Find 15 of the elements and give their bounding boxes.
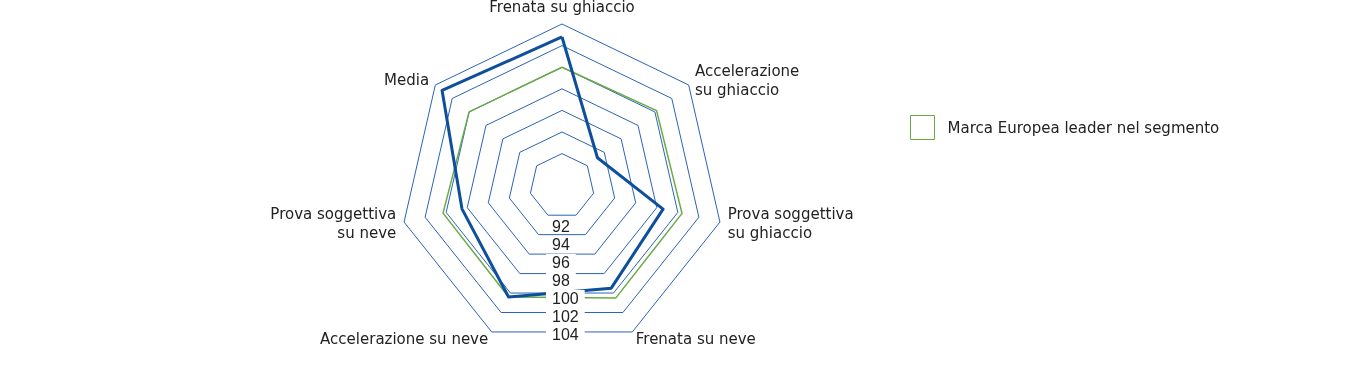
y-tick-label: 92 — [552, 217, 570, 235]
y-tick-label: 94 — [552, 235, 570, 253]
legend-label: Marca Europea leader nel segmento — [947, 118, 1220, 137]
spoke-label: Prova soggettiva su ghiaccio — [727, 205, 854, 243]
spoke-label: Media — [384, 71, 430, 90]
y-tick-label: 100 — [552, 289, 579, 307]
spoke-label: Frenata su neve — [635, 330, 756, 349]
spoke-label: Accelerazione su neve — [320, 330, 489, 349]
spoke-label: Prova soggettiva su neve — [270, 205, 397, 243]
spoke-label: Accelerazione su ghiaccio — [694, 61, 800, 99]
y-tick-label: 98 — [552, 271, 570, 289]
y-tick-label: 96 — [552, 253, 570, 271]
spoke-label: Frenata su ghiaccio — [489, 0, 635, 16]
y-tick-label: 104 — [552, 325, 579, 343]
y-tick-label: 102 — [552, 307, 579, 325]
